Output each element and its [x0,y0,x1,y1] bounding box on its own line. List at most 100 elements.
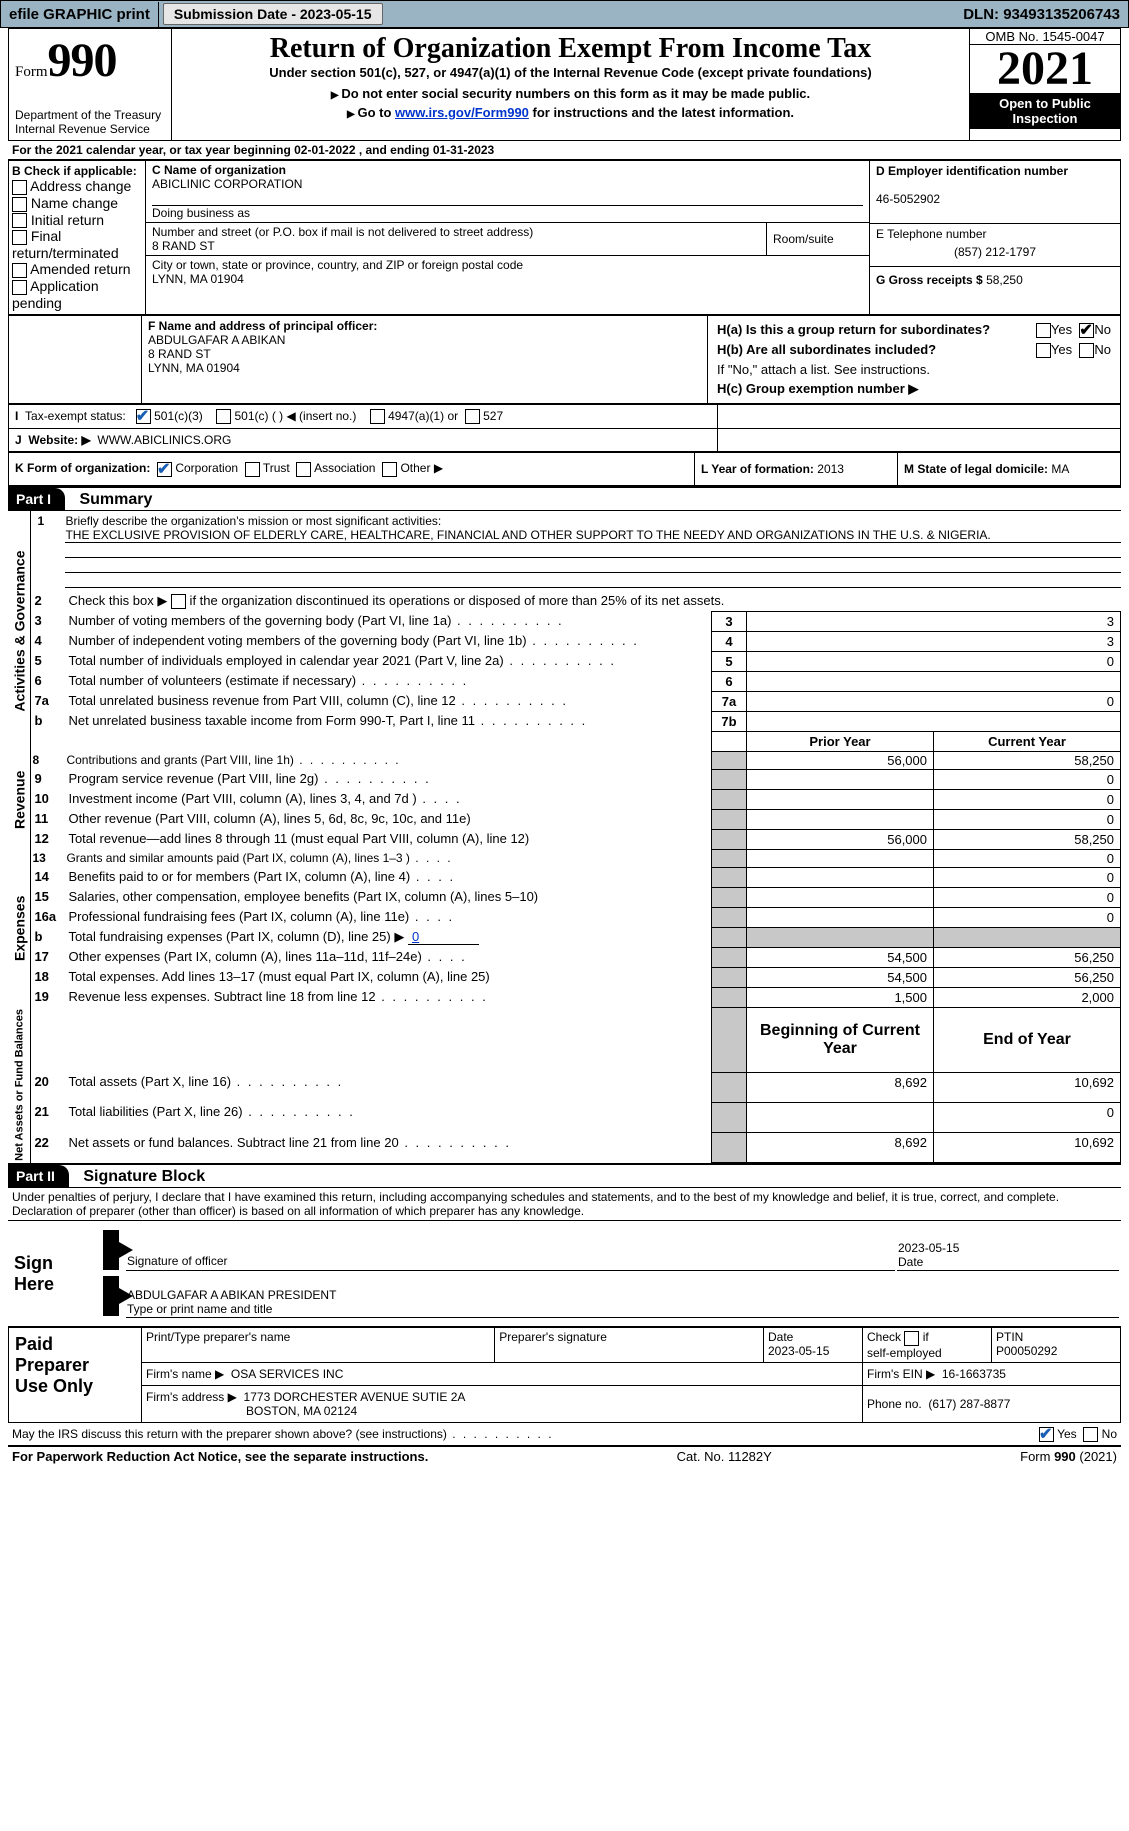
side-revenue: Revenue [8,751,31,849]
dept-irs: Internal Revenue Service [15,122,165,136]
prep-date: 2023-05-15 [768,1344,829,1358]
l20: Total assets (Part X, line 16) [65,1072,711,1102]
part2-header: Part II Signature Block [8,1163,1121,1188]
paid-preparer: Paid Preparer Use Only Print/Type prepar… [8,1327,1121,1422]
hb-no[interactable] [1079,343,1094,358]
chk-self-employed[interactable] [904,1331,919,1346]
l18: Total expenses. Add lines 13–17 (must eq… [65,967,711,987]
org-address: 8 RAND ST [152,239,215,253]
dln-label: DLN: 93493135206743 [955,2,1128,27]
l9: Program service revenue (Part VIII, line… [65,769,711,789]
l4: Number of independent voting members of … [65,631,711,651]
discuss-yes[interactable] [1039,1427,1054,1442]
chk-name-change[interactable]: Name change [12,195,142,212]
v5: 0 [747,651,1121,671]
ein-value: 46-5052902 [876,192,940,206]
chk-501c3[interactable] [136,409,151,424]
l5: Total number of individuals employed in … [65,651,711,671]
part1-header: Part I Summary [8,486,1121,511]
ptin: P00050292 [996,1344,1057,1358]
top-bar: efile GRAPHIC print Submission Date - 20… [0,0,1129,28]
firm-name: OSA SERVICES INC [231,1367,343,1381]
l19: Revenue less expenses. Subtract line 18 … [65,987,711,1007]
chk-amended[interactable]: Amended return [12,261,142,278]
v4: 3 [747,631,1121,651]
side-governance: Activities & Governance [8,511,31,752]
sig-date: 2023-05-15 [898,1241,959,1255]
efile-label: efile GRAPHIC print [1,2,159,27]
sig-label: Signature of officer [127,1254,228,1268]
officer-name: ABDULGAFAR A ABIKAN [148,333,285,347]
box-j-label: Website: ▶ [28,433,90,447]
l13: Grants and similar amounts paid (Part IX… [65,849,711,867]
l14: Benefits paid to or for members (Part IX… [65,867,711,887]
v7a: 0 [747,691,1121,711]
ha-label: H(a) Is this a group return for subordin… [717,322,990,337]
ha-yes[interactable] [1036,323,1051,338]
discuss-line: May the IRS discuss this return with the… [8,1423,1121,1447]
city-label: City or town, state or province, country… [152,258,523,272]
chk-trust[interactable] [245,462,260,477]
chk-501c[interactable] [216,409,231,424]
l3: Number of voting members of the governin… [65,611,711,631]
chk-corp[interactable] [157,462,172,477]
hb-label: H(b) Are all subordinates included? [717,342,936,357]
fundraising-link[interactable]: 0 [408,929,479,945]
box-i-label: Tax-exempt status: [25,409,126,423]
prior-hdr: Prior Year [747,731,934,751]
form-title: Return of Organization Exempt From Incom… [178,33,963,65]
hb-yes[interactable] [1036,343,1051,358]
sig-date-label: Date [898,1255,923,1269]
box-b-label: B Check if applicable: [12,164,142,178]
chk-other[interactable] [382,462,397,477]
l15: Salaries, other compensation, employee b… [65,887,711,907]
line-a: For the 2021 calendar year, or tax year … [8,141,1121,160]
dept-treasury: Department of the Treasury [15,108,165,122]
chk-4947[interactable] [370,409,385,424]
tax-year: 2021 [970,45,1120,93]
irs-link[interactable]: www.irs.gov/Form990 [395,105,529,120]
box-d-label: D Employer identification number [876,164,1068,178]
box-f-label: F Name and address of principal officer: [148,319,377,333]
discuss-no[interactable] [1083,1427,1098,1442]
beg-hdr: Beginning of Current Year [747,1007,934,1072]
chk-discontinued[interactable] [171,594,186,609]
website: WWW.ABICLINICS.ORG [97,433,231,447]
prep-name-label: Print/Type preparer's name [142,1328,495,1362]
chk-assoc[interactable] [296,462,311,477]
prep-sig-label: Preparer's signature [495,1328,764,1362]
firm-ein: 16-1663735 [942,1367,1006,1381]
chk-app-pending[interactable]: Application pending [12,278,142,311]
sign-block: Sign Here Signature of officer 2023-05-1… [8,1220,1121,1327]
identity-block: B Check if applicable: Address change Na… [8,160,1121,315]
firm-addr2: BOSTON, MA 02124 [146,1404,357,1418]
footer-left: For Paperwork Reduction Act Notice, see … [12,1449,428,1464]
note-ssn: Do not enter social security numbers on … [178,86,963,101]
l12: Total revenue—add lines 8 through 11 (mu… [65,829,711,849]
box-e-label: E Telephone number [876,227,987,241]
l22: Net assets or fund balances. Subtract li… [65,1133,711,1163]
officer-addr1: 8 RAND ST [148,347,211,361]
chk-address-change[interactable]: Address change [12,178,142,195]
footer-right: Form 990 (2021) [1020,1449,1117,1464]
box-k-label: K Form of organization: [15,461,150,475]
dba-label: Doing business as [152,206,250,220]
l16a: Professional fundraising fees (Part IX, … [65,907,711,927]
name-label: Type or print name and title [127,1302,272,1316]
curr-hdr: Current Year [934,731,1121,751]
l11: Other revenue (Part VIII, column (A), li… [65,809,711,829]
page-footer: For Paperwork Reduction Act Notice, see … [8,1447,1121,1466]
l7a: Total unrelated business revenue from Pa… [65,691,711,711]
end-hdr: End of Year [934,1007,1121,1072]
chk-527[interactable] [465,409,480,424]
chk-initial-return[interactable]: Initial return [12,212,142,229]
submission-date-button[interactable]: Submission Date - 2023-05-15 [163,3,383,25]
chk-final-return[interactable]: Final return/terminated [12,228,142,261]
v6 [747,671,1121,691]
declaration: Under penalties of perjury, I declare th… [8,1188,1121,1220]
footer-mid: Cat. No. 11282Y [677,1449,772,1464]
ha-no[interactable] [1079,323,1094,338]
room-label: Room/suite [773,232,834,246]
l21: Total liabilities (Part X, line 26) [65,1102,711,1132]
officer-sig-name: ABDULGAFAR A ABIKAN PRESIDENT [127,1288,336,1302]
